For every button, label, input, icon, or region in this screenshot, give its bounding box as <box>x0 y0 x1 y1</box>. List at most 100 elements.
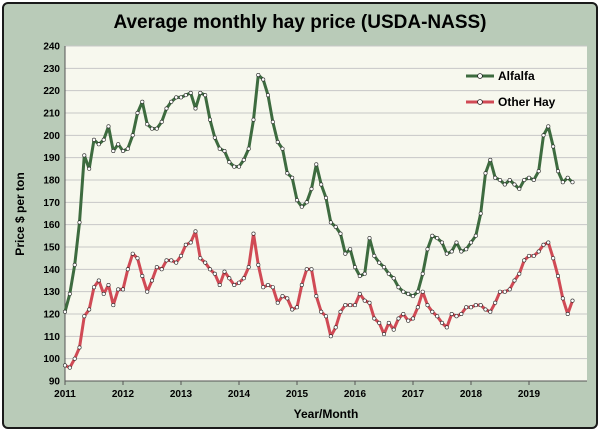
legend-marker-alfalfa <box>477 73 483 79</box>
data-point-other-hay <box>493 300 498 305</box>
data-point-alfalfa <box>522 178 527 183</box>
y-tick-label: 230 <box>43 64 60 75</box>
y-axis-label: Price $ per ton <box>13 172 27 255</box>
data-point-other-hay <box>464 305 469 310</box>
data-point-alfalfa <box>246 146 251 151</box>
data-point-other-hay <box>270 285 275 290</box>
data-point-alfalfa <box>415 289 420 294</box>
data-point-alfalfa <box>154 126 159 131</box>
data-point-other-hay <box>386 320 391 325</box>
data-point-other-hay <box>251 231 256 236</box>
x-tick-label: 2011 <box>54 389 76 400</box>
data-point-alfalfa <box>352 265 357 270</box>
data-point-other-hay <box>333 325 338 330</box>
data-point-other-hay <box>217 282 222 287</box>
data-point-other-hay <box>357 291 362 296</box>
y-tick-label: 190 <box>43 153 60 164</box>
data-point-alfalfa <box>546 124 551 129</box>
data-point-alfalfa <box>430 233 435 238</box>
data-point-alfalfa <box>179 95 184 100</box>
data-point-alfalfa <box>77 220 82 225</box>
data-point-other-hay <box>188 240 193 245</box>
data-point-alfalfa <box>188 90 193 95</box>
data-point-alfalfa <box>314 162 319 167</box>
data-point-alfalfa <box>328 220 333 225</box>
data-point-alfalfa <box>265 93 270 98</box>
data-point-other-hay <box>430 309 435 314</box>
data-point-alfalfa <box>488 157 493 162</box>
data-point-alfalfa <box>333 224 338 229</box>
data-point-other-hay <box>367 300 372 305</box>
data-point-other-hay <box>198 256 203 261</box>
y-tick-label: 90 <box>49 377 61 388</box>
data-point-other-hay <box>323 314 328 319</box>
x-axis-label: Year/Month <box>294 407 359 421</box>
legend-marker-other-hay <box>477 99 483 105</box>
data-point-other-hay <box>62 363 67 368</box>
data-point-alfalfa <box>101 137 106 142</box>
x-tick-label: 2017 <box>402 389 425 400</box>
data-point-alfalfa <box>377 260 382 265</box>
data-point-alfalfa <box>62 309 67 314</box>
data-point-alfalfa <box>555 169 560 174</box>
data-point-alfalfa <box>338 231 343 236</box>
plot-area <box>65 46 587 381</box>
data-point-other-hay <box>222 269 227 274</box>
data-point-other-hay <box>140 273 145 278</box>
data-point-alfalfa <box>290 175 295 180</box>
data-point-alfalfa <box>212 135 217 140</box>
data-point-other-hay <box>328 334 333 339</box>
data-point-alfalfa <box>425 247 430 252</box>
data-point-alfalfa <box>193 106 198 111</box>
data-point-other-hay <box>473 303 478 308</box>
data-point-other-hay <box>67 365 72 370</box>
data-point-other-hay <box>488 309 493 314</box>
data-point-other-hay <box>348 303 353 308</box>
data-point-alfalfa <box>96 142 101 147</box>
data-point-other-hay <box>565 311 570 316</box>
y-tick-label: 130 <box>43 287 60 298</box>
data-point-alfalfa <box>304 200 309 205</box>
y-axis-ticks: 90 100 110 120 130 140 150 160 170 180 190 200 210 22… <box>43 42 60 388</box>
data-point-other-hay <box>497 289 502 294</box>
data-point-alfalfa <box>531 178 536 183</box>
data-point-other-hay <box>343 303 348 308</box>
data-point-alfalfa <box>357 273 362 278</box>
data-point-alfalfa <box>386 271 391 276</box>
data-point-alfalfa <box>130 133 135 138</box>
y-tick-label: 220 <box>43 86 60 97</box>
data-point-alfalfa <box>261 77 266 82</box>
data-point-other-hay <box>265 282 270 287</box>
y-tick-label: 150 <box>43 243 60 254</box>
data-point-other-hay <box>536 249 541 254</box>
data-point-alfalfa <box>169 99 174 104</box>
data-point-other-hay <box>439 320 444 325</box>
data-point-other-hay <box>304 267 309 272</box>
data-point-other-hay <box>551 256 556 261</box>
data-point-alfalfa <box>106 124 111 129</box>
data-point-alfalfa <box>256 73 261 78</box>
data-point-alfalfa <box>241 157 246 162</box>
series-line-alfalfa <box>63 73 574 313</box>
y-tick-label: 100 <box>43 354 60 365</box>
data-point-alfalfa <box>72 262 77 267</box>
data-point-alfalfa <box>483 171 488 176</box>
data-point-other-hay <box>546 240 551 245</box>
data-point-alfalfa <box>183 93 188 98</box>
x-tick-label: 2016 <box>344 389 367 400</box>
data-point-other-hay <box>483 307 488 312</box>
series-line-other-hay <box>64 229 574 370</box>
data-point-alfalfa <box>439 240 444 245</box>
data-point-other-hay <box>391 327 396 332</box>
data-point-other-hay <box>522 258 527 263</box>
data-point-alfalfa <box>406 291 411 296</box>
data-point-alfalfa <box>232 164 237 169</box>
y-tick-label: 170 <box>43 198 60 209</box>
data-point-alfalfa <box>526 175 531 180</box>
data-point-alfalfa <box>502 182 507 187</box>
data-point-alfalfa <box>135 111 140 116</box>
data-point-alfalfa <box>410 294 415 299</box>
data-point-alfalfa <box>111 149 116 154</box>
data-point-other-hay <box>174 260 179 265</box>
data-point-other-hay <box>106 282 111 287</box>
